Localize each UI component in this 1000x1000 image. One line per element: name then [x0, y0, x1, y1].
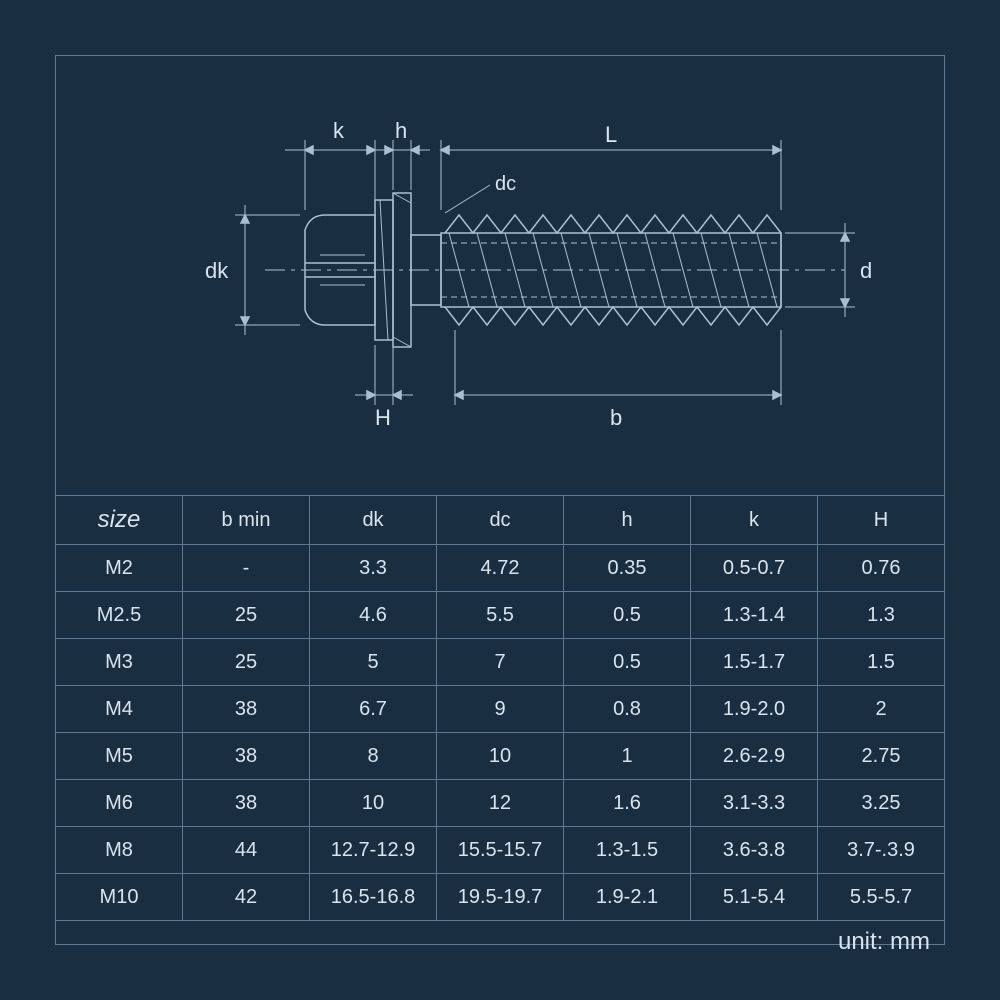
table-cell: 1.5 [818, 639, 945, 686]
table-cell: 10 [437, 733, 564, 780]
table-cell: 1.3-1.5 [564, 827, 691, 874]
table-cell: 3.6-3.8 [691, 827, 818, 874]
table-cell: 0.5 [564, 639, 691, 686]
table-header-cell: b min [183, 496, 310, 545]
label-L: L [605, 122, 617, 147]
unit-label: unit: mm [838, 928, 930, 956]
table-cell: 0.76 [818, 545, 945, 592]
label-b: b [610, 405, 622, 430]
table-header-cell: k [691, 496, 818, 545]
table-row: M4386.790.81.9-2.02 [56, 686, 945, 733]
label-dk: dk [205, 258, 229, 283]
table-cell: M8 [56, 827, 183, 874]
table-cell: 25 [183, 639, 310, 686]
table-cell: 16.5-16.8 [310, 874, 437, 921]
diagram-svg: k h L dc dk d H b [55, 55, 945, 455]
table-cell: 8 [310, 733, 437, 780]
table-cell: 5.5-5.7 [818, 874, 945, 921]
label-d: d [860, 258, 872, 283]
table-cell: 6.7 [310, 686, 437, 733]
table-cell: 1.5-1.7 [691, 639, 818, 686]
table-header-cell: dc [437, 496, 564, 545]
table-cell: M3 [56, 639, 183, 686]
table-cell: 3.1-3.3 [691, 780, 818, 827]
table-cell: 42 [183, 874, 310, 921]
table-cell: M2 [56, 545, 183, 592]
table-cell: 15.5-15.7 [437, 827, 564, 874]
table-cell: 1.3-1.4 [691, 592, 818, 639]
table-cell: 5.1-5.4 [691, 874, 818, 921]
table-cell: 4.6 [310, 592, 437, 639]
table-cell: 44 [183, 827, 310, 874]
table-header-cell: h [564, 496, 691, 545]
table-cell: 38 [183, 733, 310, 780]
table-cell: 0.8 [564, 686, 691, 733]
dimension-table: sizeb mindkdchkH M2-3.34.720.350.5-0.70.… [55, 495, 945, 921]
table-cell: 1 [564, 733, 691, 780]
table-row: M104216.5-16.819.5-19.71.9-2.15.1-5.45.5… [56, 874, 945, 921]
table-cell: 1.9-2.0 [691, 686, 818, 733]
label-h: h [395, 118, 407, 143]
table-cell: M6 [56, 780, 183, 827]
table-cell: 38 [183, 780, 310, 827]
table-cell: M4 [56, 686, 183, 733]
table-cell: 10 [310, 780, 437, 827]
table-cell: M2.5 [56, 592, 183, 639]
table-cell: 3.25 [818, 780, 945, 827]
table-header-cell: H [818, 496, 945, 545]
label-H: H [375, 405, 391, 430]
table-cell: 2.75 [818, 733, 945, 780]
table-row: M2-3.34.720.350.5-0.70.76 [56, 545, 945, 592]
table-cell: 9 [437, 686, 564, 733]
table-cell: 5 [310, 639, 437, 686]
table-cell: 25 [183, 592, 310, 639]
table-cell: 38 [183, 686, 310, 733]
table-cell: 19.5-19.7 [437, 874, 564, 921]
table-cell: 3.3 [310, 545, 437, 592]
table-header-cell: dk [310, 496, 437, 545]
table-cell: 0.5-0.7 [691, 545, 818, 592]
table-row: M84412.7-12.915.5-15.71.3-1.53.6-3.83.7-… [56, 827, 945, 874]
table-cell: 4.72 [437, 545, 564, 592]
table: sizeb mindkdchkH M2-3.34.720.350.5-0.70.… [55, 495, 945, 921]
table-cell: 2.6-2.9 [691, 733, 818, 780]
table-cell: 7 [437, 639, 564, 686]
label-dc: dc [495, 173, 516, 195]
table-row: M63810121.63.1-3.33.25 [56, 780, 945, 827]
table-cell: - [183, 545, 310, 592]
table-row: M53881012.6-2.92.75 [56, 733, 945, 780]
label-k: k [333, 118, 345, 143]
table-cell: 1.9-2.1 [564, 874, 691, 921]
table-cell: 3.7-.3.9 [818, 827, 945, 874]
table-cell: 1.3 [818, 592, 945, 639]
table-header-row: sizeb mindkdchkH [56, 496, 945, 545]
table-cell: M5 [56, 733, 183, 780]
table-cell: 5.5 [437, 592, 564, 639]
table-cell: M10 [56, 874, 183, 921]
table-cell: 1.6 [564, 780, 691, 827]
table-cell: 2 [818, 686, 945, 733]
screw-diagram: k h L dc dk d H b [55, 55, 945, 455]
table-cell: 12.7-12.9 [310, 827, 437, 874]
table-cell: 0.35 [564, 545, 691, 592]
table-row: M2.5254.65.50.51.3-1.41.3 [56, 592, 945, 639]
table-cell: 12 [437, 780, 564, 827]
table-header-cell: size [56, 496, 183, 545]
table-cell: 0.5 [564, 592, 691, 639]
table-row: M325570.51.5-1.71.5 [56, 639, 945, 686]
